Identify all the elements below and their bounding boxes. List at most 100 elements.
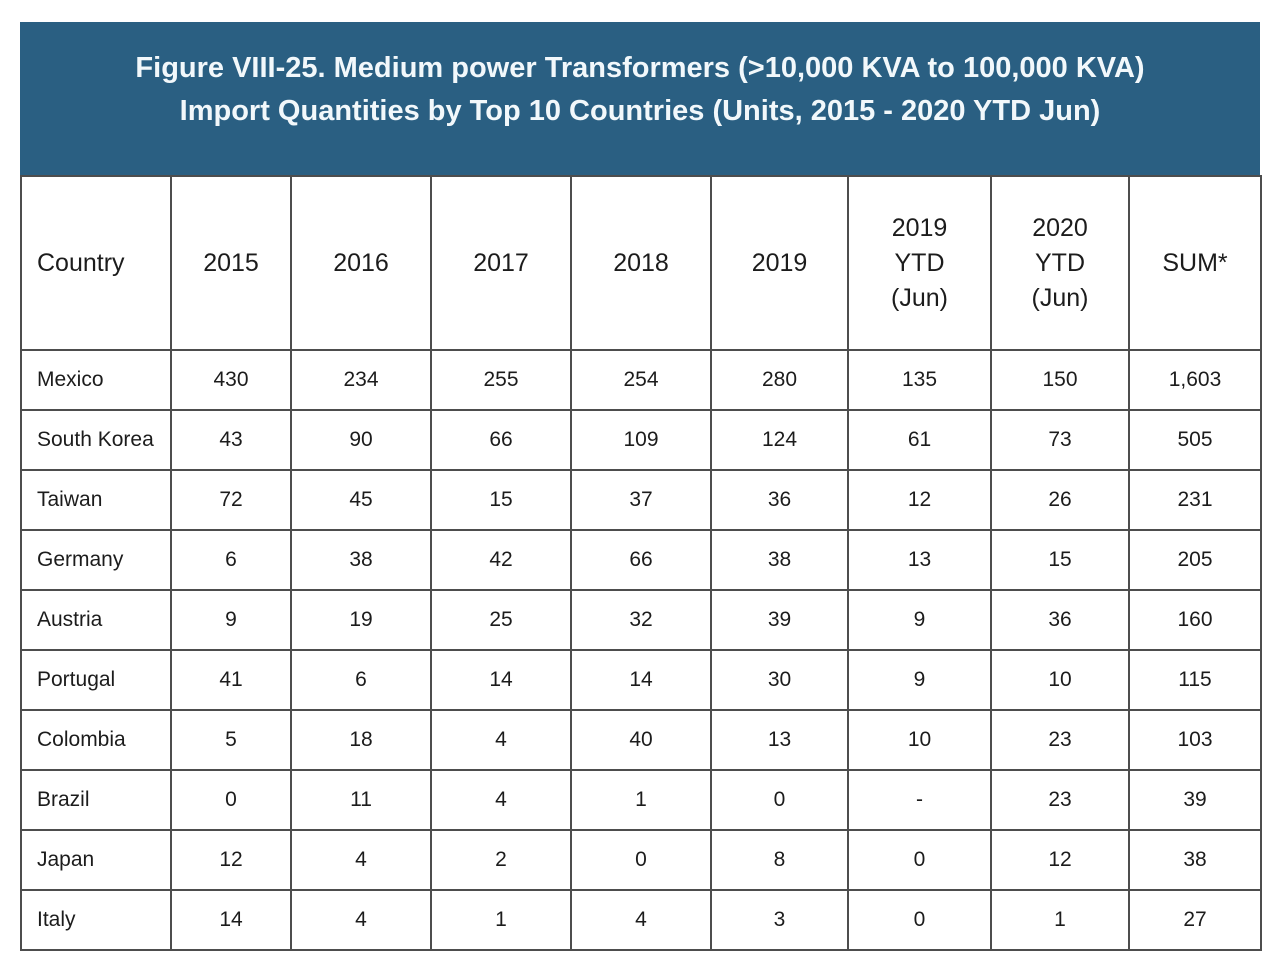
value-cell-2018: 14 — [570, 649, 712, 711]
value-cell-2019: 30 — [710, 649, 849, 711]
value-cell-2019: 0 — [710, 769, 849, 831]
value-cell-2017: 1 — [430, 889, 572, 951]
value-cell-2017: 15 — [430, 469, 572, 531]
value-cell-2015: 430 — [170, 349, 292, 411]
value-cell-2016: 234 — [290, 349, 432, 411]
value-cell-2017: 255 — [430, 349, 572, 411]
value-cell-2018: 32 — [570, 589, 712, 651]
table-row: Portugal 41 6 14 14 30 9 10 115 — [20, 649, 1262, 711]
country-cell: Taiwan — [20, 469, 172, 531]
column-header-2015: 2015 — [170, 175, 292, 351]
table-body: Mexico 430 234 255 254 280 135 150 1,603… — [20, 349, 1262, 951]
country-cell: Austria — [20, 589, 172, 651]
table-row: Colombia 5 18 4 40 13 10 23 103 — [20, 709, 1262, 771]
value-cell-2015: 6 — [170, 529, 292, 591]
value-cell-2019: 36 — [710, 469, 849, 531]
country-cell: Mexico — [20, 349, 172, 411]
value-cell-2019-ytd: 9 — [847, 589, 992, 651]
table-row: South Korea 43 90 66 109 124 61 73 505 — [20, 409, 1262, 471]
country-cell: Germany — [20, 529, 172, 591]
value-cell-2019: 13 — [710, 709, 849, 771]
value-cell-2019-ytd: 13 — [847, 529, 992, 591]
country-cell: Japan — [20, 829, 172, 891]
value-cell-sum: 103 — [1128, 709, 1262, 771]
value-cell-2020-ytd: 150 — [990, 349, 1130, 411]
value-cell-2020-ytd: 23 — [990, 769, 1130, 831]
value-cell-2019: 280 — [710, 349, 849, 411]
value-cell-2018: 4 — [570, 889, 712, 951]
value-cell-2020-ytd: 10 — [990, 649, 1130, 711]
table-row: Brazil 0 11 4 1 0 - 23 39 — [20, 769, 1262, 831]
value-cell-2015: 14 — [170, 889, 292, 951]
value-cell-2020-ytd: 73 — [990, 409, 1130, 471]
value-cell-2016: 90 — [290, 409, 432, 471]
value-cell-2020-ytd: 15 — [990, 529, 1130, 591]
value-cell-2018: 37 — [570, 469, 712, 531]
value-cell-2019-ytd: 9 — [847, 649, 992, 711]
figure-title-line2: Import Quantities by Top 10 Countries (U… — [179, 94, 1101, 127]
value-cell-2019: 39 — [710, 589, 849, 651]
value-cell-2015: 43 — [170, 409, 292, 471]
table-row: Germany 6 38 42 66 38 13 15 205 — [20, 529, 1262, 591]
value-cell-2018: 254 — [570, 349, 712, 411]
value-cell-2017: 4 — [430, 709, 572, 771]
country-cell: Brazil — [20, 769, 172, 831]
value-cell-2018: 66 — [570, 529, 712, 591]
value-cell-2017: 25 — [430, 589, 572, 651]
value-cell-2016: 4 — [290, 889, 432, 951]
country-cell: Portugal — [20, 649, 172, 711]
value-cell-2018: 0 — [570, 829, 712, 891]
table-row: Taiwan 72 45 15 37 36 12 26 231 — [20, 469, 1262, 531]
value-cell-sum: 205 — [1128, 529, 1262, 591]
value-cell-2016: 19 — [290, 589, 432, 651]
figure-title-bar: Figure VIII-25. Medium power Transformer… — [20, 22, 1260, 175]
column-header-2019: 2019 — [710, 175, 849, 351]
value-cell-2016: 38 — [290, 529, 432, 591]
value-cell-sum: 505 — [1128, 409, 1262, 471]
value-cell-sum: 27 — [1128, 889, 1262, 951]
value-cell-2019-ytd: 12 — [847, 469, 992, 531]
value-cell-sum: 231 — [1128, 469, 1262, 531]
value-cell-2017: 66 — [430, 409, 572, 471]
value-cell-sum: 115 — [1128, 649, 1262, 711]
value-cell-2020-ytd: 1 — [990, 889, 1130, 951]
table-row: Japan 12 4 2 0 8 0 12 38 — [20, 829, 1262, 891]
value-cell-2020-ytd: 12 — [990, 829, 1130, 891]
country-cell: South Korea — [20, 409, 172, 471]
value-cell-2019: 8 — [710, 829, 849, 891]
column-header-2017: 2017 — [430, 175, 572, 351]
value-cell-sum: 1,603 — [1128, 349, 1262, 411]
value-cell-2016: 45 — [290, 469, 432, 531]
value-cell-2017: 14 — [430, 649, 572, 711]
value-cell-2020-ytd: 26 — [990, 469, 1130, 531]
value-cell-2015: 9 — [170, 589, 292, 651]
value-cell-2017: 2 — [430, 829, 572, 891]
figure-title-line1: Figure VIII-25. Medium power Transformer… — [135, 52, 1145, 85]
value-cell-sum: 39 — [1128, 769, 1262, 831]
value-cell-2016: 4 — [290, 829, 432, 891]
column-header-2019-ytd: 2019 YTD (Jun) — [847, 175, 992, 351]
value-cell-2019-ytd: 61 — [847, 409, 992, 471]
table-row: Mexico 430 234 255 254 280 135 150 1,603 — [20, 349, 1262, 411]
value-cell-2020-ytd: 36 — [990, 589, 1130, 651]
table-row: Italy 14 4 1 4 3 0 1 27 — [20, 889, 1262, 951]
value-cell-sum: 38 — [1128, 829, 1262, 891]
column-header-country: Country — [20, 175, 172, 351]
value-cell-2019-ytd: - — [847, 769, 992, 831]
column-header-2020-ytd: 2020 YTD (Jun) — [990, 175, 1130, 351]
figure-viii-25: Figure VIII-25. Medium power Transformer… — [20, 22, 1262, 951]
value-cell-2018: 1 — [570, 769, 712, 831]
value-cell-2017: 42 — [430, 529, 572, 591]
value-cell-2015: 72 — [170, 469, 292, 531]
value-cell-2015: 5 — [170, 709, 292, 771]
value-cell-2018: 40 — [570, 709, 712, 771]
country-cell: Italy — [20, 889, 172, 951]
country-cell: Colombia — [20, 709, 172, 771]
value-cell-2016: 18 — [290, 709, 432, 771]
column-header-2016: 2016 — [290, 175, 432, 351]
value-cell-2018: 109 — [570, 409, 712, 471]
value-cell-2019: 3 — [710, 889, 849, 951]
value-cell-2015: 12 — [170, 829, 292, 891]
value-cell-2019-ytd: 10 — [847, 709, 992, 771]
value-cell-2015: 0 — [170, 769, 292, 831]
